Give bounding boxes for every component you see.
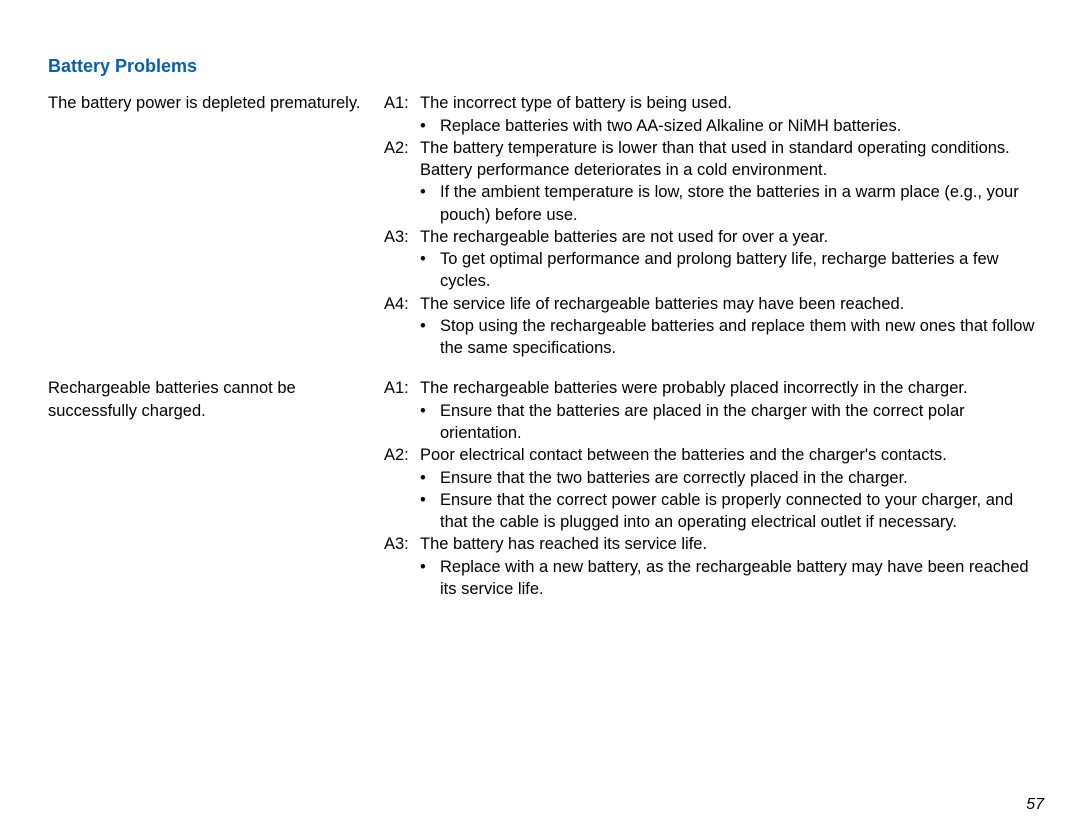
bullet-item: •Ensure that the correct power cable is … [384,489,1044,534]
bullet-icon: • [420,556,440,578]
answer-text: The rechargeable batteries are not used … [420,226,1044,248]
bullet-item: •Replace batteries with two AA-sized Alk… [384,115,1044,137]
troubleshoot-section: The battery power is depleted prematurel… [48,92,1044,359]
answer-item: A3:The battery has reached its service l… [384,533,1044,555]
answer-label: A1: [384,92,420,114]
answer-label: A4: [384,293,420,315]
answers-column: A1:The incorrect type of battery is bein… [384,92,1044,359]
answer-item: A4:The service life of rechargeable batt… [384,293,1044,315]
answer-label: A2: [384,444,420,466]
answer-item: A2:Poor electrical contact between the b… [384,444,1044,466]
answer-label: A3: [384,226,420,248]
bullet-item: •To get optimal performance and prolong … [384,248,1044,293]
bullet-text: To get optimal performance and prolong b… [440,248,1044,293]
bullet-icon: • [420,181,440,203]
answer-item: A1:The incorrect type of battery is bein… [384,92,1044,114]
bullet-item: •Ensure that the two batteries are corre… [384,467,1044,489]
answer-text: The incorrect type of battery is being u… [420,92,1044,114]
answer-label: A2: [384,137,420,159]
bullet-text: Ensure that the correct power cable is p… [440,489,1044,534]
answer-text: The rechargeable batteries were probably… [420,377,1044,399]
bullet-text: If the ambient temperature is low, store… [440,181,1044,226]
section-heading: Battery Problems [48,54,1044,78]
answers-column: A1:The rechargeable batteries were proba… [384,377,1044,600]
answer-item: A1:The rechargeable batteries were proba… [384,377,1044,399]
bullet-text: Ensure that the batteries are placed in … [440,400,1044,445]
answer-text: Poor electrical contact between the batt… [420,444,1044,466]
answer-text: The battery has reached its service life… [420,533,1044,555]
bullet-text: Stop using the rechargeable batteries an… [440,315,1044,360]
bullet-text: Ensure that the two batteries are correc… [440,467,1044,489]
document-page: Battery Problems The battery power is de… [0,0,1080,834]
problem-description: Rechargeable batteries cannot be success… [48,377,384,422]
bullet-item: •Stop using the rechargeable batteries a… [384,315,1044,360]
bullet-text: Replace batteries with two AA-sized Alka… [440,115,1044,137]
bullet-item: •If the ambient temperature is low, stor… [384,181,1044,226]
page-number: 57 [1026,794,1044,816]
bullet-icon: • [420,315,440,337]
bullet-text: Replace with a new battery, as the recha… [440,556,1044,601]
bullet-icon: • [420,248,440,270]
bullet-icon: • [420,400,440,422]
answer-text: The battery temperature is lower than th… [420,137,1044,182]
bullet-icon: • [420,489,440,511]
answer-item: A3:The rechargeable batteries are not us… [384,226,1044,248]
answer-text: The service life of rechargeable batteri… [420,293,1044,315]
bullet-item: •Ensure that the batteries are placed in… [384,400,1044,445]
troubleshoot-section: Rechargeable batteries cannot be success… [48,377,1044,600]
bullet-item: •Replace with a new battery, as the rech… [384,556,1044,601]
bullet-icon: • [420,115,440,137]
bullet-icon: • [420,467,440,489]
answer-item: A2:The battery temperature is lower than… [384,137,1044,182]
problem-description: The battery power is depleted prematurel… [48,92,384,114]
answer-label: A3: [384,533,420,555]
content-body: The battery power is depleted prematurel… [48,92,1044,600]
answer-label: A1: [384,377,420,399]
